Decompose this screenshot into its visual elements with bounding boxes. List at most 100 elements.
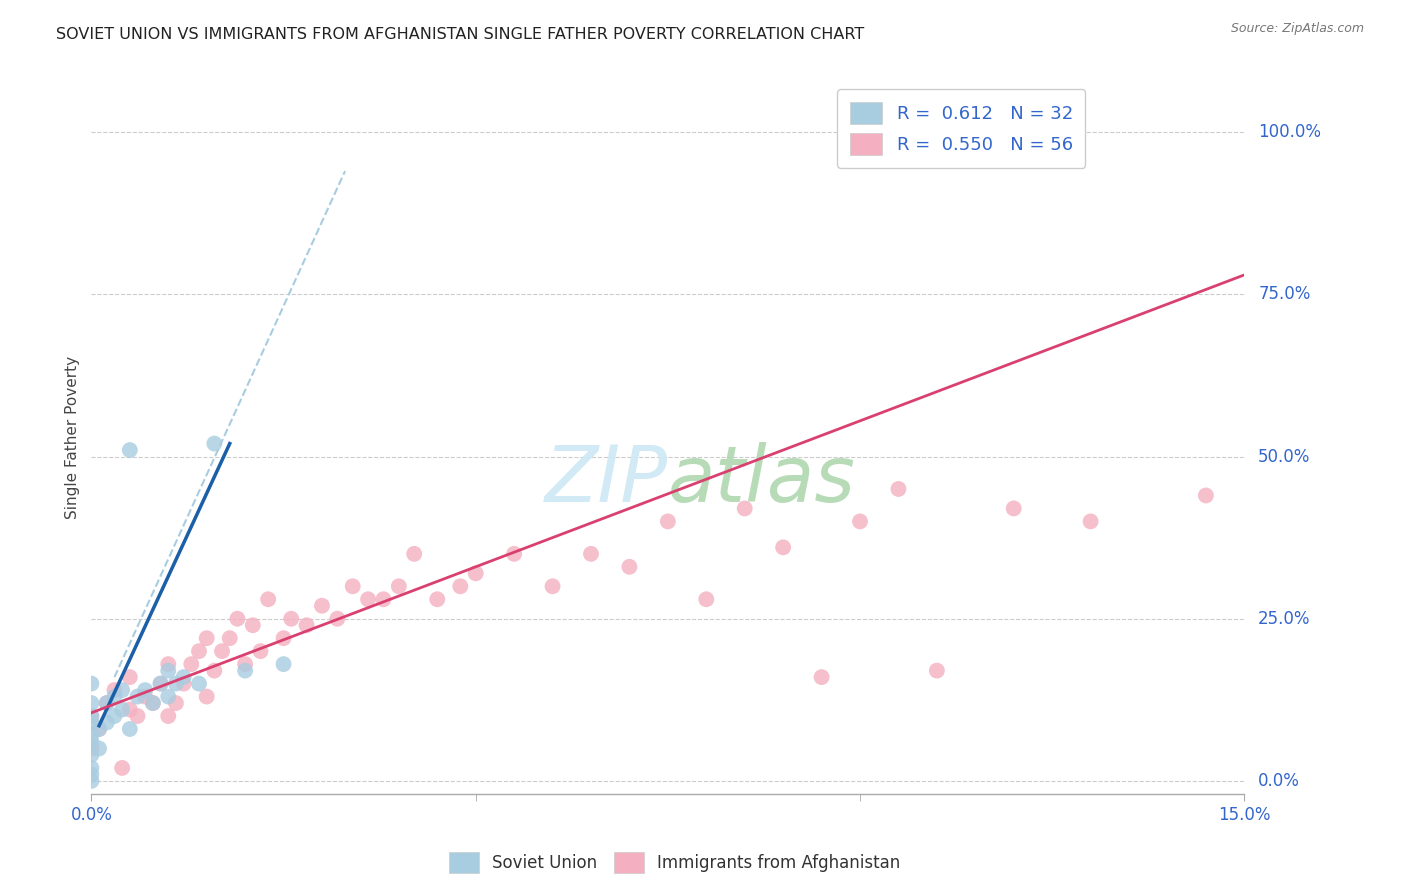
Point — [80, 696, 103, 710]
Point — [218, 631, 240, 645]
Point — [173, 676, 195, 690]
Point — [242, 618, 264, 632]
Point — [96, 696, 118, 710]
Point — [503, 547, 526, 561]
Point — [295, 618, 318, 632]
Point — [426, 592, 449, 607]
Point — [657, 515, 679, 529]
Point — [157, 690, 180, 704]
Text: 75.0%: 75.0% — [1258, 285, 1310, 303]
Point — [87, 722, 110, 736]
Text: SOVIET UNION VS IMMIGRANTS FROM AFGHANISTAN SINGLE FATHER POVERTY CORRELATION CH: SOVIET UNION VS IMMIGRANTS FROM AFGHANIS… — [56, 27, 865, 42]
Point — [202, 436, 225, 450]
Legend: R =  0.612   N = 32, R =  0.550   N = 56: R = 0.612 N = 32, R = 0.550 N = 56 — [837, 89, 1085, 168]
Point — [80, 729, 103, 743]
Point — [80, 735, 103, 749]
Point — [142, 696, 165, 710]
Point — [280, 612, 302, 626]
Point — [80, 767, 103, 781]
Point — [80, 715, 103, 730]
Point — [464, 566, 486, 581]
Point — [195, 690, 218, 704]
Point — [111, 761, 134, 775]
Point — [202, 664, 225, 678]
Point — [342, 579, 364, 593]
Point — [326, 612, 349, 626]
Point — [233, 664, 256, 678]
Point — [134, 690, 156, 704]
Text: 50.0%: 50.0% — [1258, 448, 1310, 466]
Point — [1080, 515, 1102, 529]
Point — [249, 644, 271, 658]
Point — [579, 547, 602, 561]
Text: 25.0%: 25.0% — [1258, 610, 1310, 628]
Point — [541, 579, 564, 593]
Point — [925, 664, 948, 678]
Point — [165, 696, 187, 710]
Point — [226, 612, 249, 626]
Point — [80, 709, 103, 723]
Point — [849, 515, 872, 529]
Text: ZIP: ZIP — [546, 442, 668, 518]
Point — [165, 676, 187, 690]
Point — [619, 559, 641, 574]
Point — [1002, 501, 1025, 516]
Point — [127, 690, 149, 704]
Point — [357, 592, 380, 607]
Point — [111, 702, 134, 716]
Point — [311, 599, 333, 613]
Point — [142, 696, 165, 710]
Point — [149, 676, 172, 690]
Point — [273, 657, 295, 672]
Text: atlas: atlas — [668, 442, 856, 518]
Point — [157, 657, 180, 672]
Point — [127, 709, 149, 723]
Point — [134, 683, 156, 698]
Point — [118, 702, 141, 716]
Point — [388, 579, 411, 593]
Point — [103, 690, 125, 704]
Point — [449, 579, 471, 593]
Point — [103, 683, 125, 698]
Point — [111, 683, 134, 698]
Point — [80, 709, 103, 723]
Point — [173, 670, 195, 684]
Point — [695, 592, 717, 607]
Point — [118, 722, 141, 736]
Point — [1195, 488, 1218, 502]
Point — [180, 657, 202, 672]
Point — [149, 676, 172, 690]
Point — [734, 501, 756, 516]
Point — [80, 747, 103, 762]
Text: 0.0%: 0.0% — [1258, 772, 1301, 790]
Point — [118, 443, 141, 458]
Point — [157, 709, 180, 723]
Point — [188, 676, 211, 690]
Text: Source: ZipAtlas.com: Source: ZipAtlas.com — [1230, 22, 1364, 36]
Point — [273, 631, 295, 645]
Point — [87, 741, 110, 756]
Point — [96, 715, 118, 730]
Point — [80, 773, 103, 788]
Point — [96, 696, 118, 710]
Point — [80, 761, 103, 775]
Point — [772, 541, 794, 555]
Point — [103, 709, 125, 723]
Point — [810, 670, 832, 684]
Text: 100.0%: 100.0% — [1258, 123, 1322, 141]
Point — [188, 644, 211, 658]
Point — [233, 657, 256, 672]
Legend: Soviet Union, Immigrants from Afghanistan: Soviet Union, Immigrants from Afghanista… — [443, 846, 907, 880]
Point — [87, 722, 110, 736]
Point — [257, 592, 280, 607]
Point — [80, 741, 103, 756]
Point — [118, 670, 141, 684]
Point — [80, 676, 103, 690]
Point — [887, 482, 910, 496]
Point — [373, 592, 395, 607]
Point — [195, 631, 218, 645]
Point — [404, 547, 426, 561]
Y-axis label: Single Father Poverty: Single Father Poverty — [65, 356, 80, 518]
Point — [211, 644, 233, 658]
Point — [157, 664, 180, 678]
